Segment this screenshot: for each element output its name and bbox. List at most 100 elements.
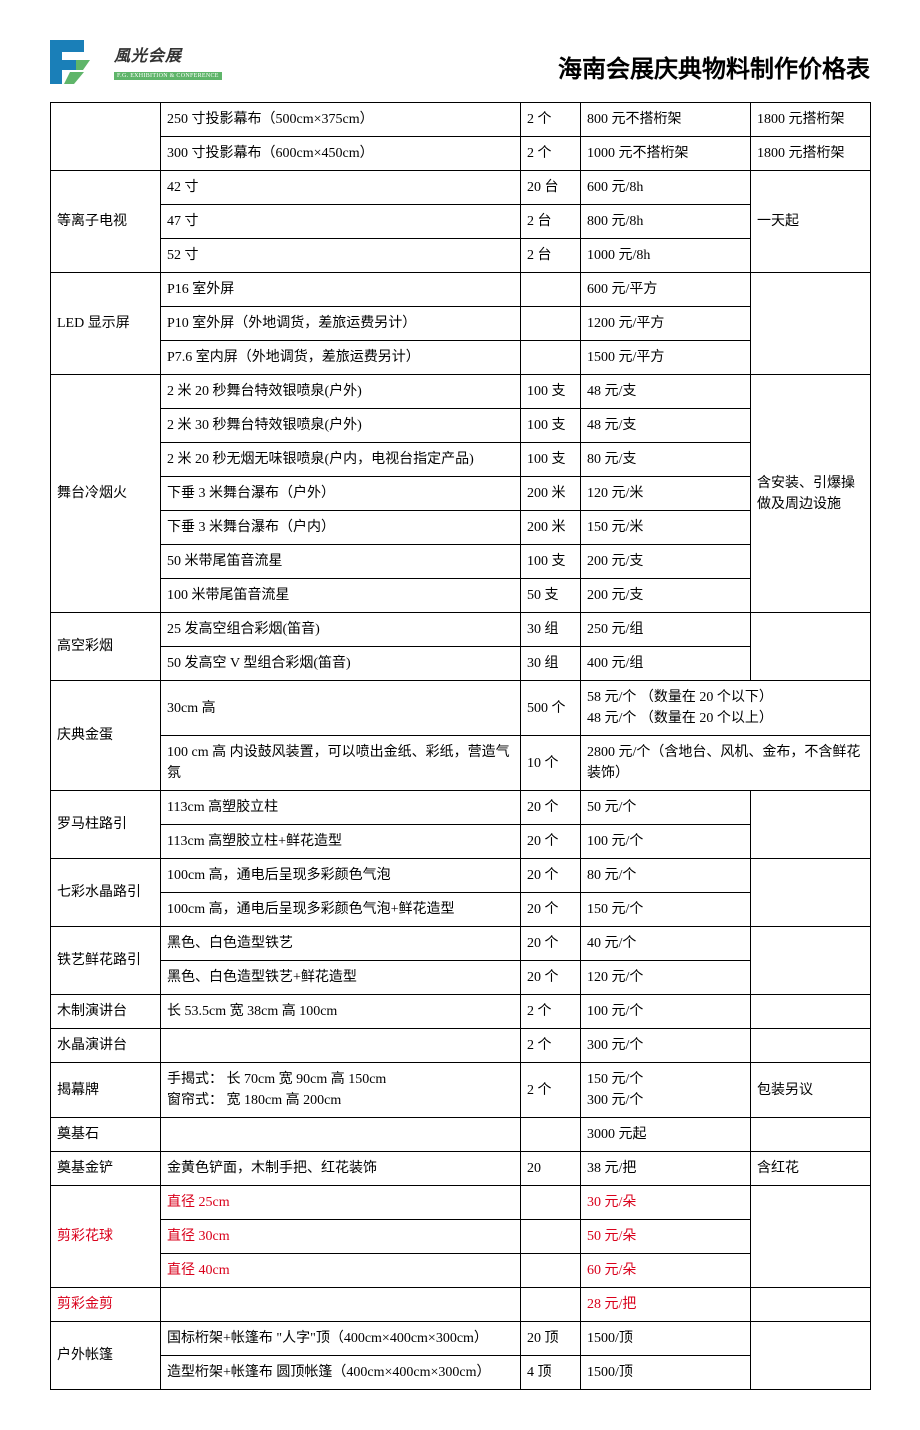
table-row: 木制演讲台长 53.5cm 宽 38cm 高 100cm2 个100 元/个	[51, 995, 871, 1029]
qty-cell	[521, 341, 581, 375]
table-row: 250 寸投影幕布（500cm×375cm）2 个800 元不搭桁架1800 元…	[51, 103, 871, 137]
price-cell: 1500/顶	[581, 1322, 751, 1356]
spec-cell: 2 米 20 秒舞台特效银喷泉(户外)	[161, 375, 521, 409]
qty-cell: 20	[521, 1152, 581, 1186]
spec-cell: 30cm 高	[161, 681, 521, 736]
spec-cell: 100 cm 高 内设鼓风装置，可以喷出金纸、彩纸，营造气氛	[161, 736, 521, 791]
price-cell: 58 元/个 （数量在 20 个以下）48 元/个 （数量在 20 个以上）	[581, 681, 871, 736]
spec-cell: 直径 30cm	[161, 1220, 521, 1254]
spec-cell: 100cm 高，通电后呈现多彩颜色气泡+鲜花造型	[161, 893, 521, 927]
table-row: 水晶演讲台2 个300 元/个	[51, 1029, 871, 1063]
table-row: 七彩水晶路引100cm 高，通电后呈现多彩颜色气泡20 个80 元/个	[51, 859, 871, 893]
category-cell: 剪彩花球	[51, 1186, 161, 1288]
note-cell: 含红花	[751, 1152, 871, 1186]
note-cell	[751, 1029, 871, 1063]
price-cell: 40 元/个	[581, 927, 751, 961]
table-row: 黑色、白色造型铁艺+鲜花造型20 个120 元/个	[51, 961, 871, 995]
qty-cell: 2 个	[521, 103, 581, 137]
qty-cell	[521, 1220, 581, 1254]
spec-cell: 造型桁架+帐篷布 圆顶帐篷（400cm×400cm×300cm）	[161, 1356, 521, 1390]
category-cell: 剪彩金剪	[51, 1288, 161, 1322]
price-cell: 80 元/支	[581, 443, 751, 477]
table-row: 下垂 3 米舞台瀑布（户内）200 米150 元/米	[51, 511, 871, 545]
qty-cell: 20 个	[521, 927, 581, 961]
qty-cell: 20 个	[521, 961, 581, 995]
table-row: 剪彩花球直径 25cm30 元/朵	[51, 1186, 871, 1220]
category-cell: 揭幕牌	[51, 1063, 161, 1118]
price-cell: 1500/顶	[581, 1356, 751, 1390]
price-cell: 250 元/组	[581, 613, 751, 647]
spec-cell: 250 寸投影幕布（500cm×375cm）	[161, 103, 521, 137]
spec-cell: 金黄色铲面，木制手把、红花装饰	[161, 1152, 521, 1186]
price-cell: 100 元/个	[581, 825, 751, 859]
qty-cell: 2 个	[521, 995, 581, 1029]
category-cell: 水晶演讲台	[51, 1029, 161, 1063]
table-row: 47 寸2 台800 元/8h	[51, 205, 871, 239]
table-row: 奠基石3000 元起	[51, 1118, 871, 1152]
table-row: 100 米带尾笛音流星50 支200 元/支	[51, 579, 871, 613]
spec-cell: 52 寸	[161, 239, 521, 273]
spec-cell: 手揭式： 长 70cm 宽 90cm 高 150cm窗帘式： 宽 180cm 高…	[161, 1063, 521, 1118]
category-cell: 木制演讲台	[51, 995, 161, 1029]
price-cell: 300 元/个	[581, 1029, 751, 1063]
category-cell: 铁艺鲜花路引	[51, 927, 161, 995]
table-row: 2 米 30 秒舞台特效银喷泉(户外)100 支48 元/支	[51, 409, 871, 443]
qty-cell: 20 台	[521, 171, 581, 205]
note-cell	[751, 859, 871, 927]
table-row: 舞台冷烟火2 米 20 秒舞台特效银喷泉(户外)100 支48 元/支含安装、引…	[51, 375, 871, 409]
spec-cell: 25 发高空组合彩烟(笛音)	[161, 613, 521, 647]
price-cell: 1500 元/平方	[581, 341, 751, 375]
table-row: 庆典金蛋30cm 高500 个58 元/个 （数量在 20 个以下）48 元/个…	[51, 681, 871, 736]
note-cell	[751, 1186, 871, 1288]
page-title: 海南会展庆典物料制作价格表	[558, 49, 870, 84]
price-cell: 120 元/个	[581, 961, 751, 995]
table-row: 奠基金铲金黄色铲面，木制手把、红花装饰2038 元/把含红花	[51, 1152, 871, 1186]
spec-cell: 100 米带尾笛音流星	[161, 579, 521, 613]
spec-cell	[161, 1118, 521, 1152]
qty-cell	[521, 1254, 581, 1288]
note-cell: 一天起	[751, 171, 871, 273]
category-cell: 七彩水晶路引	[51, 859, 161, 927]
category-cell: 奠基石	[51, 1118, 161, 1152]
spec-cell: 国标桁架+帐篷布 "人字"顶（400cm×400cm×300cm）	[161, 1322, 521, 1356]
qty-cell: 100 支	[521, 443, 581, 477]
spec-cell: 下垂 3 米舞台瀑布（户内）	[161, 511, 521, 545]
table-row: 直径 30cm 50 元/朵	[51, 1220, 871, 1254]
price-cell: 600 元/平方	[581, 273, 751, 307]
price-cell: 200 元/支	[581, 545, 751, 579]
spec-cell: 下垂 3 米舞台瀑布（户外）	[161, 477, 521, 511]
note-cell	[751, 1288, 871, 1322]
price-cell: 1000 元不搭桁架	[581, 137, 751, 171]
qty-cell	[521, 1288, 581, 1322]
price-cell: 50 元/个	[581, 791, 751, 825]
spec-cell	[161, 1029, 521, 1063]
note-cell	[751, 995, 871, 1029]
qty-cell: 30 组	[521, 613, 581, 647]
price-cell: 100 元/个	[581, 995, 751, 1029]
spec-cell: P16 室外屏	[161, 273, 521, 307]
table-row: 100cm 高，通电后呈现多彩颜色气泡+鲜花造型20 个150 元/个	[51, 893, 871, 927]
note-cell	[751, 1118, 871, 1152]
spec-cell: 50 发高空 V 型组合彩烟(笛音)	[161, 647, 521, 681]
qty-cell	[521, 307, 581, 341]
spec-cell: 100cm 高，通电后呈现多彩颜色气泡	[161, 859, 521, 893]
price-cell: 150 元/个	[581, 893, 751, 927]
price-cell: 600 元/8h	[581, 171, 751, 205]
price-cell: 60 元/朵	[581, 1254, 751, 1288]
qty-cell: 20 个	[521, 791, 581, 825]
note-cell: 包装另议	[751, 1063, 871, 1118]
qty-cell: 10 个	[521, 736, 581, 791]
qty-cell	[521, 1186, 581, 1220]
category-cell: 舞台冷烟火	[51, 375, 161, 613]
price-cell: 48 元/支	[581, 375, 751, 409]
spec-cell: P10 室外屏（外地调货，差旅运费另计）	[161, 307, 521, 341]
price-cell: 50 元/朵	[581, 1220, 751, 1254]
note-cell	[751, 613, 871, 681]
note-cell: 1800 元搭桁架	[751, 103, 871, 137]
spec-cell: P7.6 室内屏（外地调货，差旅运费另计）	[161, 341, 521, 375]
logo-block: 風光会展 F.G. EXHIBITION & CONFERENCE	[50, 40, 222, 84]
spec-cell: 113cm 高塑胶立柱+鲜花造型	[161, 825, 521, 859]
category-cell: 等离子电视	[51, 171, 161, 273]
category-cell	[51, 103, 161, 171]
table-row: 高空彩烟25 发高空组合彩烟(笛音)30 组250 元/组	[51, 613, 871, 647]
